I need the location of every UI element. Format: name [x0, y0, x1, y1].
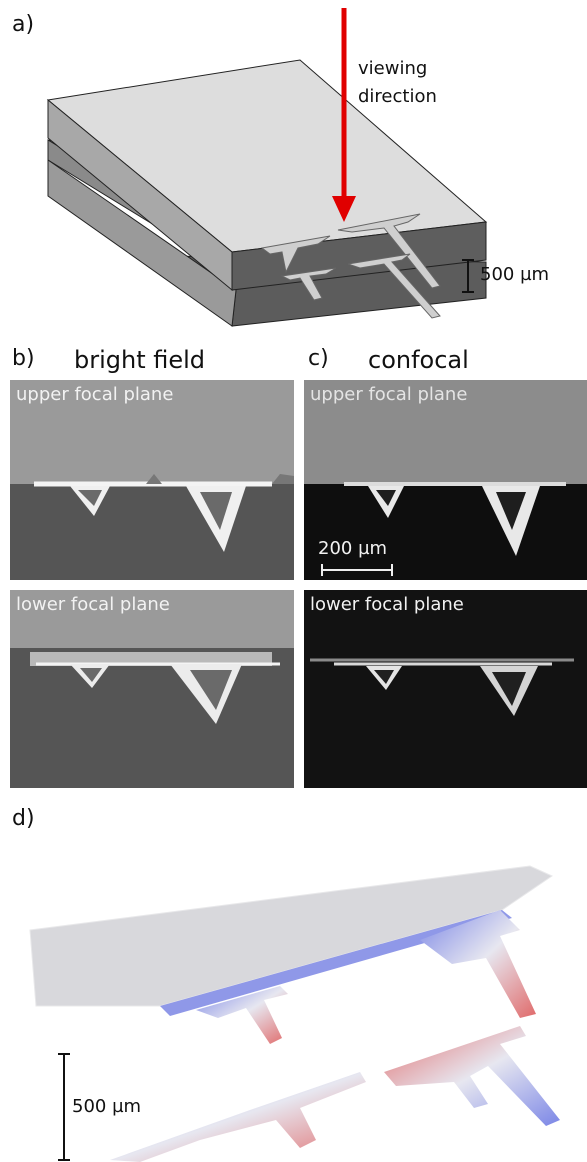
arrow-label-line2: direction: [358, 86, 437, 107]
confocal-lower-image: lower focal plane: [304, 590, 587, 788]
panel-c-label: c): [308, 346, 329, 371]
lower-structure-2: [384, 1026, 560, 1126]
panel-c-title: confocal: [368, 346, 469, 374]
lower-structures: [280, 253, 441, 319]
slab-illustration: [46, 8, 488, 327]
confocal-upper-label: upper focal plane: [310, 384, 468, 405]
upper-structures: [260, 213, 441, 289]
brightfield-lower-label: lower focal plane: [16, 594, 170, 615]
confocal-lower-label: lower focal plane: [310, 594, 464, 615]
upper-structure-2: [420, 910, 536, 1018]
panel-a-label: a): [12, 12, 35, 37]
panel-b-title: bright field: [74, 346, 206, 374]
arrow-label-line1: viewing: [358, 58, 428, 79]
confocal-upper-image: upper focal plane 200 µm: [304, 380, 587, 580]
viewing-direction-arrow: [332, 8, 356, 222]
upper-edge: [160, 910, 512, 1016]
confocal-scale-label: 200 µm: [318, 538, 388, 559]
upper-structure-1: [196, 986, 288, 1044]
panel-d-scale-label: 500 µm: [72, 1096, 142, 1117]
panel-d-label: d): [12, 806, 35, 831]
upper-slab: [46, 59, 488, 292]
brightfield-lower-image: lower focal plane: [10, 590, 294, 788]
panel-a-scale-bar: [462, 259, 474, 293]
panel-b-label: b): [12, 346, 35, 371]
lower-structure-1: [110, 1072, 366, 1162]
panel-d-scale-bar: [58, 1053, 70, 1161]
brightfield-upper-label: upper focal plane: [16, 384, 174, 405]
brightfield-upper-image: upper focal plane: [10, 380, 294, 580]
panel-a-scale-label: 500 µm: [480, 264, 550, 285]
